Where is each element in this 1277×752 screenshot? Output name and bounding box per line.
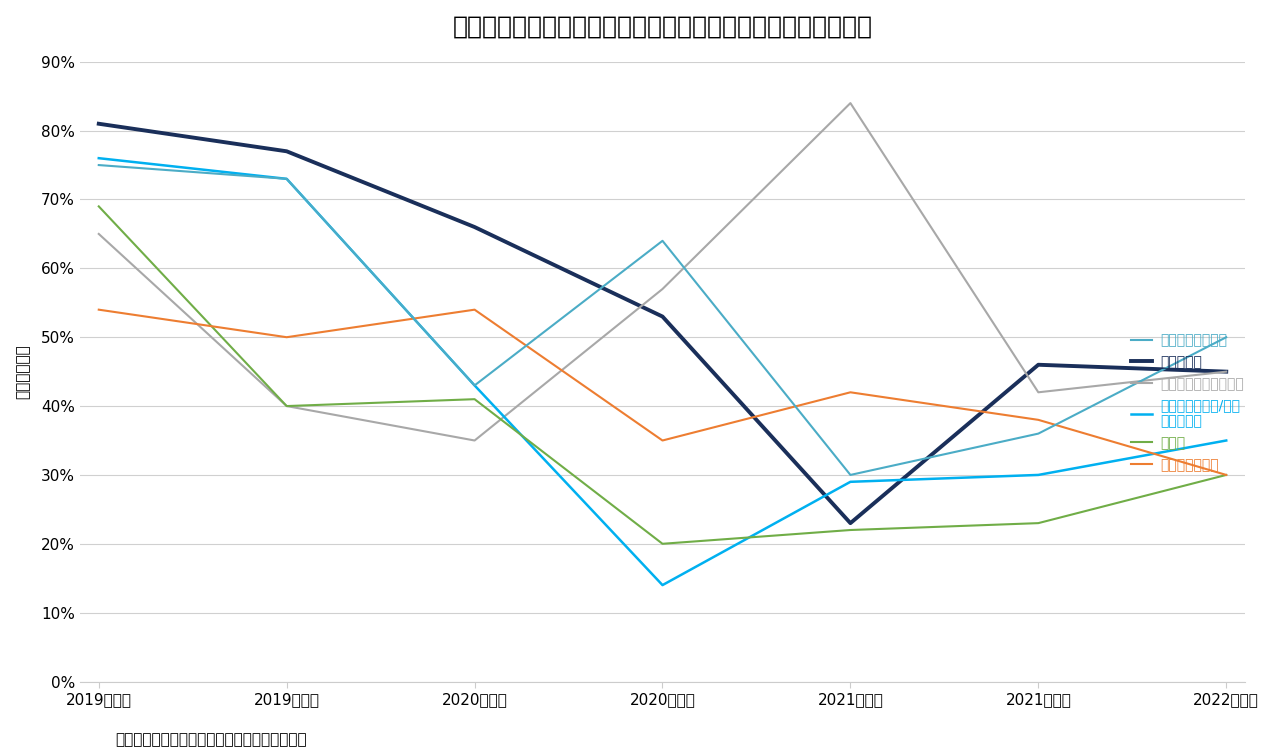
情報通信業 [91,120,106,129]
不動産業・物品賃貸業 [1031,388,1046,397]
情報通信業 [278,147,294,156]
Line: その他サービス業: その他サービス業 [98,165,1226,475]
不動産業・物品賃貸業 [655,284,670,293]
不動産業・物品賃貸業 [843,99,858,108]
Line: 情報通信業: 情報通信業 [98,124,1226,523]
Line: 不動産業・物品賃貸業: 不動産業・物品賃貸業 [98,103,1226,441]
学術研究・専門/技術
サービス業 [843,478,858,487]
卸売業・小売業 [1031,415,1046,424]
卸売業・小売業 [655,436,670,445]
Y-axis label: 拡張移転割合: 拡張移転割合 [15,344,29,399]
情報通信業 [655,312,670,321]
その他サービス業 [843,471,858,480]
卸売業・小売業 [278,332,294,341]
卸売業・小売業 [91,305,106,314]
学術研究・専門/技術
サービス業 [1218,436,1234,445]
製造業 [91,202,106,211]
学術研究・専門/技術
サービス業 [655,581,670,590]
Line: 製造業: 製造業 [98,206,1226,544]
製造業 [1218,471,1234,480]
Text: （出所）三幸エステート・ニッセイ基礎研究所: （出所）三幸エステート・ニッセイ基礎研究所 [115,732,306,747]
学術研究・専門/技術
サービス業 [91,153,106,162]
卸売業・小売業 [843,388,858,397]
学術研究・専門/技術
サービス業 [1031,471,1046,480]
不動産業・物品賃貸業 [278,402,294,411]
その他サービス業 [278,174,294,183]
製造業 [278,402,294,411]
不動産業・物品賃貸業 [467,436,483,445]
製造業 [655,539,670,548]
その他サービス業 [467,381,483,390]
製造業 [843,526,858,535]
情報通信業 [1031,360,1046,369]
卸売業・小売業 [467,305,483,314]
Line: 卸売業・小売業: 卸売業・小売業 [98,310,1226,475]
Line: 学術研究・専門/技術
サービス業: 学術研究・専門/技術 サービス業 [98,158,1226,585]
製造業 [467,395,483,404]
その他サービス業 [91,161,106,170]
Title: 図表５：オフィス移転件数における拡張移転の比率（東京圏）: 図表５：オフィス移転件数における拡張移転の比率（東京圏） [452,15,872,39]
不動産業・物品賃貸業 [91,229,106,238]
情報通信業 [467,223,483,232]
情報通信業 [843,519,858,528]
学術研究・専門/技術
サービス業 [278,174,294,183]
学術研究・専門/技術
サービス業 [467,381,483,390]
情報通信業 [1218,367,1234,376]
その他サービス業 [1218,332,1234,341]
その他サービス業 [1031,429,1046,438]
その他サービス業 [655,236,670,245]
製造業 [1031,519,1046,528]
卸売業・小売業 [1218,471,1234,480]
不動産業・物品賃貸業 [1218,367,1234,376]
Legend: その他サービス業, 情報通信業, 不動産業・物品賃貸業, 学術研究・専門/技術
サービス業, 製造業, 卸売業・小売業: その他サービス業, 情報通信業, 不動産業・物品賃貸業, 学術研究・専門/技術 … [1126,328,1250,478]
